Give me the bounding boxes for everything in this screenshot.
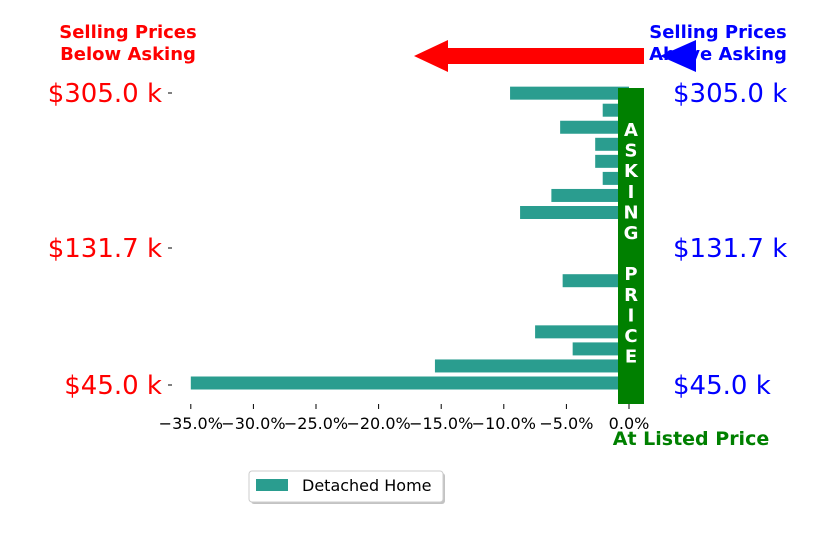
x-tick-label: −20.0% <box>346 414 410 433</box>
asking-price-letter: N <box>623 202 638 223</box>
asking-price-letter: P <box>624 264 637 285</box>
legend-swatch <box>256 479 288 491</box>
asking-price-letter: S <box>625 141 638 162</box>
bar <box>510 86 629 100</box>
asking-price-letter: K <box>624 161 639 182</box>
legend: Detached Home <box>248 470 445 504</box>
asking-price-letter: C <box>624 326 637 347</box>
x-axis-ticks: −35.0%−30.0%−25.0%−20.0%−15.0%−10.0% −5.0… <box>159 404 650 433</box>
bars-layer <box>190 86 630 390</box>
right-tick-labels: $305.0 k $131.7 k $45.0 k <box>673 79 787 401</box>
right-tick-label: $45.0 k <box>673 371 771 401</box>
below-asking-annotation: Selling Prices Below Asking <box>59 22 196 65</box>
bar <box>572 342 629 356</box>
left-tick-label: $305.0 k <box>48 79 162 109</box>
legend-label: Detached Home <box>302 476 432 495</box>
x-tick-label: −25.0% <box>284 414 348 433</box>
left-tick-label: $45.0 k <box>64 371 162 401</box>
x-tick-label: −10.0% <box>472 414 536 433</box>
right-tick-label: $131.7 k <box>673 234 787 264</box>
bar <box>560 120 629 134</box>
x-tick-label: −15.0% <box>409 414 473 433</box>
asking-price-band <box>618 88 644 404</box>
bar <box>434 359 629 373</box>
left-tick-label: $131.7 k <box>48 234 162 264</box>
bar <box>551 188 629 202</box>
asking-price-letter: I <box>628 182 635 203</box>
asking-price-letter: A <box>624 120 638 141</box>
bar <box>535 325 629 339</box>
bar <box>562 274 629 288</box>
asking-price-letter: R <box>624 285 638 306</box>
asking-price-letter: E <box>625 347 637 368</box>
x-tick-label: −5.0% <box>539 414 593 433</box>
at-listed-price-label: At Listed Price <box>613 428 769 450</box>
bar <box>190 376 630 390</box>
x-tick-label: −30.0% <box>221 414 285 433</box>
bar <box>520 206 629 219</box>
above-asking-arrow <box>660 40 696 72</box>
asking-price-letter: I <box>628 305 635 326</box>
left-tick-labels: $305.0 k $131.7 k $45.0 k <box>48 79 172 401</box>
below-asking-arrow <box>414 40 644 72</box>
right-tick-label: $305.0 k <box>673 79 787 109</box>
x-tick-label: −35.0% <box>159 414 223 433</box>
x-tick-label: 0.0% <box>609 414 650 433</box>
asking-price-letter: G <box>624 223 639 244</box>
